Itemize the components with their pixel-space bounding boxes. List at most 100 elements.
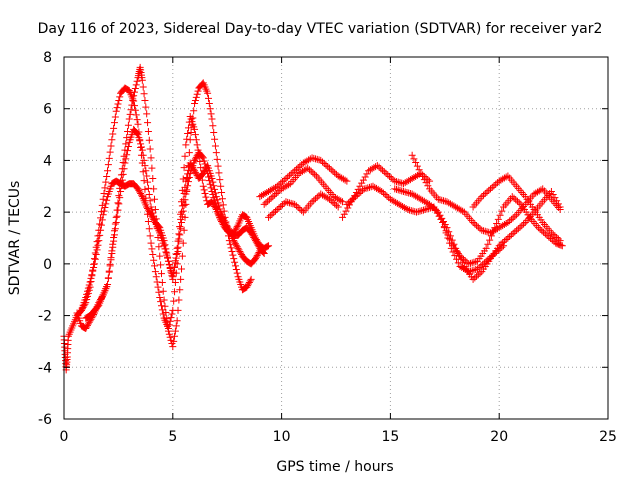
data-point <box>134 131 142 139</box>
data-point <box>509 214 517 222</box>
data-point <box>415 166 423 174</box>
data-point <box>246 277 254 285</box>
y-tick-label: -4 <box>38 360 52 376</box>
data-point <box>119 158 127 166</box>
data-point <box>213 155 221 163</box>
data-point <box>216 176 224 184</box>
data-point <box>391 177 399 185</box>
data-point <box>198 153 206 161</box>
data-point <box>554 235 562 243</box>
data-point <box>344 204 352 212</box>
data-point <box>441 197 449 205</box>
data-point <box>106 148 114 156</box>
data-point <box>156 293 164 301</box>
data-point <box>137 191 145 199</box>
data-point <box>476 269 484 277</box>
data-point <box>112 107 120 115</box>
data-point <box>473 265 481 273</box>
data-point <box>229 251 237 259</box>
data-point <box>486 236 494 244</box>
data-point <box>164 321 172 329</box>
data-point <box>193 141 201 149</box>
data-point <box>178 208 186 216</box>
data-point <box>272 207 280 215</box>
series-track-l <box>439 193 566 268</box>
data-point <box>153 278 161 286</box>
data-point <box>146 232 154 240</box>
data-point <box>97 226 105 234</box>
data-point <box>417 169 425 177</box>
data-point <box>436 196 444 204</box>
data-point <box>473 272 481 280</box>
data-point <box>401 188 409 196</box>
data-point <box>343 200 351 208</box>
data-point <box>304 164 312 172</box>
data-point <box>160 237 168 245</box>
data-point <box>110 231 118 239</box>
data-point <box>182 190 190 198</box>
data-point <box>202 193 210 201</box>
data-point <box>144 127 152 135</box>
data-point <box>150 212 158 220</box>
data-point <box>145 225 153 233</box>
data-point <box>133 77 141 85</box>
data-point <box>147 203 155 211</box>
data-point <box>331 200 339 208</box>
data-point <box>149 251 157 259</box>
series-track-g <box>265 190 342 221</box>
data-point <box>340 210 348 218</box>
data-point <box>496 211 504 219</box>
data-point <box>426 200 434 208</box>
data-point <box>547 229 555 237</box>
data-point <box>189 164 197 172</box>
data-point <box>341 176 349 184</box>
data-point <box>212 149 220 157</box>
data-point <box>252 253 260 261</box>
data-point <box>218 188 226 196</box>
data-point <box>418 207 426 215</box>
data-point <box>537 186 545 194</box>
data-point <box>478 193 486 201</box>
data-point <box>557 241 565 249</box>
data-point <box>553 233 561 241</box>
data-point <box>282 198 290 206</box>
data-point <box>159 287 167 295</box>
data-point <box>291 167 299 175</box>
data-point <box>404 206 412 214</box>
data-point <box>90 263 98 271</box>
data-point <box>139 151 147 159</box>
data-point <box>419 206 427 214</box>
data-point <box>210 182 218 190</box>
data-point <box>275 204 283 212</box>
data-point <box>254 250 262 258</box>
data-point <box>339 213 347 221</box>
data-point <box>309 169 317 177</box>
data-point <box>117 171 125 179</box>
data-point <box>284 173 292 181</box>
data-point <box>137 190 145 198</box>
data-point <box>387 174 395 182</box>
series-track-j <box>391 185 564 283</box>
data-point <box>292 202 300 210</box>
data-point <box>536 225 544 233</box>
data-point <box>534 224 542 232</box>
series-track-k <box>408 151 564 237</box>
data-point <box>141 96 149 104</box>
data-point <box>132 81 140 89</box>
data-point <box>161 302 169 310</box>
data-point <box>440 223 448 231</box>
data-point <box>231 262 239 270</box>
data-point <box>111 225 119 233</box>
data-point <box>170 337 178 345</box>
data-point <box>104 274 112 282</box>
data-point <box>485 186 493 194</box>
data-point <box>223 222 231 230</box>
data-point <box>547 187 555 195</box>
data-point <box>94 241 102 249</box>
data-point <box>439 217 447 225</box>
data-point <box>419 172 427 180</box>
data-point <box>356 182 364 190</box>
data-point <box>231 240 239 248</box>
data-point <box>218 195 226 203</box>
